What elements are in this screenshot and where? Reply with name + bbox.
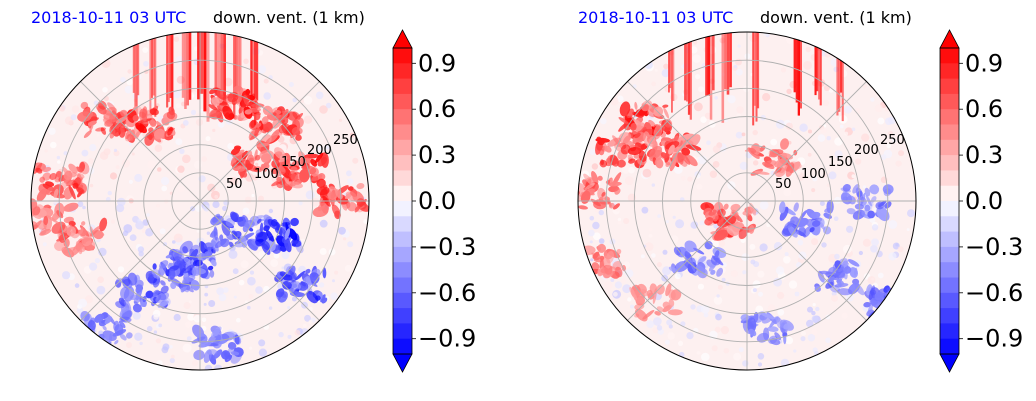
- colorbar-extend-max: [939, 29, 960, 49]
- colorbar-tick-label: 0.6: [965, 95, 1003, 123]
- colorbar-level: [940, 63, 959, 80]
- colorbar-level: [393, 246, 412, 263]
- colorbar-level: [393, 292, 412, 309]
- colorbar: 0.9 0.6 0.3 0.0 −0.3 −0.6 −0.9: [939, 29, 1023, 373]
- colorbar-level: [940, 48, 959, 64]
- panel-date-title: 2018-10-11 03 UTC: [31, 8, 186, 27]
- colorbar-level: [393, 155, 412, 171]
- colorbar-level: [940, 78, 959, 95]
- colorbar-level: [393, 170, 412, 187]
- azimuth-line: [627, 200, 748, 321]
- colorbar-extend-max: [392, 29, 413, 49]
- colorbar-tick-label: −0.3: [418, 233, 476, 261]
- colorbar-tick-label: 0.0: [965, 187, 1003, 215]
- colorbar-tick-label: −0.6: [965, 279, 1023, 307]
- radial-tick-label: 50: [226, 177, 243, 192]
- colorbar-level: [940, 216, 959, 233]
- colorbar-level: [393, 109, 412, 126]
- panel-date-title: 2018-10-11 03 UTC: [578, 8, 733, 27]
- colorbar-level: [393, 124, 412, 141]
- colorbar-level: [940, 139, 959, 156]
- colorbar-level: [393, 308, 412, 324]
- colorbar-level: [393, 185, 412, 202]
- colorbar-tick-label: 0.3: [418, 141, 456, 169]
- colorbar-level: [393, 63, 412, 80]
- colorbar-level: [393, 216, 412, 233]
- radial-tick-label: 200: [307, 143, 332, 158]
- radial-tick-label: 200: [854, 143, 879, 158]
- radial-tick-label: 150: [281, 155, 306, 170]
- azimuth-line: [199, 81, 320, 202]
- colorbar-level: [940, 231, 959, 248]
- radial-tick-label: 100: [801, 167, 826, 182]
- colorbar-level: [940, 109, 959, 126]
- azimuth-line: [627, 81, 748, 202]
- colorbar-level: [393, 338, 412, 355]
- colorbar-level: [393, 48, 412, 64]
- colorbar-level: [393, 231, 412, 248]
- polar-panel-left: 2018-10-11 03 UTC down. vent. (1 km) 50 …: [30, 8, 476, 373]
- colorbar-level: [940, 185, 959, 202]
- radial-tick-label: 250: [333, 133, 358, 148]
- colorbar-level: [393, 78, 412, 95]
- radial-tick-label: 250: [880, 133, 905, 148]
- colorbar-extend-min: [392, 353, 413, 373]
- colorbar-level: [940, 338, 959, 355]
- colorbar-level: [940, 308, 959, 324]
- polar-frame: [30, 31, 370, 371]
- panel-variable-title: down. vent. (1 km): [213, 8, 365, 27]
- colorbar-level: [393, 93, 412, 110]
- radial-tick-label: 100: [254, 167, 279, 182]
- colorbar-tick-label: 0.3: [965, 141, 1003, 169]
- colorbar-level: [940, 292, 959, 309]
- radial-tick-label: 150: [828, 155, 853, 170]
- azimuth-line: [746, 200, 867, 321]
- azimuth-line: [199, 200, 320, 321]
- colorbar-tick-label: 0.9: [418, 49, 456, 77]
- polar-panel-right: 2018-10-11 03 UTC down. vent. (1 km) 50 …: [577, 8, 1023, 373]
- colorbar-level: [940, 246, 959, 263]
- colorbar-tick-label: 0.6: [418, 95, 456, 123]
- colorbar-level: [940, 277, 959, 294]
- colorbar-level: [393, 262, 412, 279]
- colorbar-level: [940, 170, 959, 187]
- colorbar-level: [940, 262, 959, 279]
- azimuth-line: [80, 200, 201, 321]
- colorbar-tick-label: −0.6: [418, 279, 476, 307]
- colorbar-level: [940, 93, 959, 110]
- polar-grid: [31, 32, 369, 370]
- polar-grid: [578, 32, 916, 370]
- panel-variable-title: down. vent. (1 km): [760, 8, 912, 27]
- polar-field: [578, 32, 916, 370]
- radial-tick-label: 50: [775, 177, 792, 192]
- colorbar-tick-label: 0.0: [418, 187, 456, 215]
- radial-tick-labels: 50 100 150 200 250: [226, 133, 358, 192]
- colorbar-tick-label: 0.9: [965, 49, 1003, 77]
- colorbar-level: [940, 155, 959, 171]
- colorbar-level: [393, 277, 412, 294]
- colorbar: 0.9 0.6 0.3 0.0 −0.3 −0.6 −0.9: [392, 29, 476, 373]
- colorbar-level: [940, 124, 959, 141]
- azimuth-line: [746, 81, 867, 202]
- colorbar-tick-label: −0.9: [965, 325, 1023, 353]
- colorbar-level: [393, 201, 412, 217]
- colorbar-level: [393, 139, 412, 156]
- colorbar-level: [393, 323, 412, 340]
- colorbar-tick-label: −0.3: [965, 233, 1023, 261]
- colorbar-tick-label: −0.9: [418, 325, 476, 353]
- colorbar-extend-min: [939, 353, 960, 373]
- colorbar-level: [940, 201, 959, 217]
- polar-frame: [577, 31, 917, 371]
- colorbar-level: [940, 323, 959, 340]
- radial-tick-labels: 50 100 150 200 250: [775, 133, 905, 192]
- azimuth-line: [80, 81, 201, 202]
